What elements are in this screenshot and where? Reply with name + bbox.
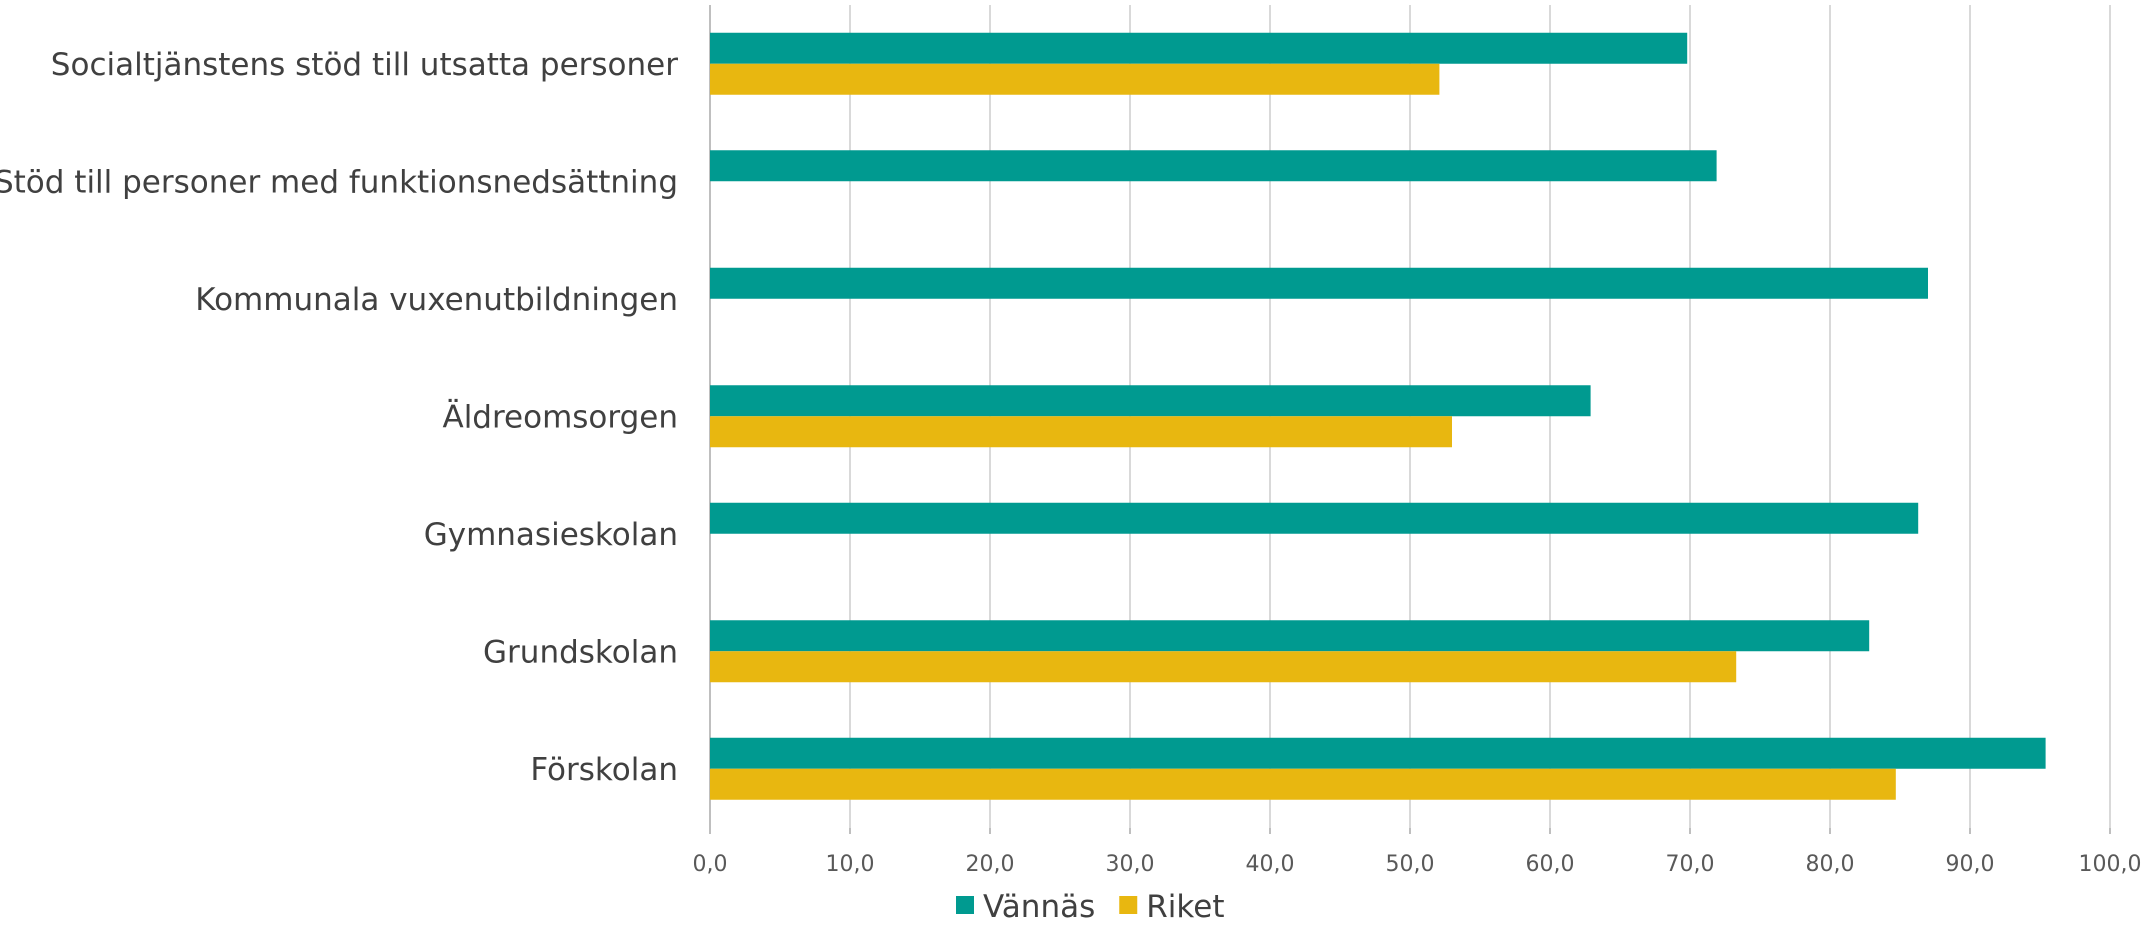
bar-vännäs <box>710 150 1717 182</box>
category-label: Gymnasieskolan <box>424 517 678 553</box>
x-tick-label: 40,0 <box>1246 852 1295 877</box>
bar-riket <box>710 416 1452 448</box>
x-tick-label: 50,0 <box>1386 852 1435 877</box>
x-tick-label: 10,0 <box>826 852 875 877</box>
category-label: Förskolan <box>530 752 678 788</box>
bar-vännäs <box>710 267 1928 299</box>
bar-riket <box>710 63 1440 95</box>
x-tick-label: 90,0 <box>1946 852 1995 877</box>
bars <box>710 32 2046 800</box>
bar-vännäs <box>710 385 1591 417</box>
category-label: Äldreomsorgen <box>442 399 678 435</box>
bar-riket <box>710 768 1896 800</box>
x-tick-label: 30,0 <box>1106 852 1155 877</box>
category-label: Grundskolan <box>483 634 678 670</box>
legend: Vännäs Riket <box>956 889 1224 925</box>
legend-label: Vännäs <box>983 889 1095 925</box>
x-tick-label: 60,0 <box>1526 852 1575 877</box>
bar-vännäs <box>710 737 2046 769</box>
bar-vännäs <box>710 32 1688 64</box>
x-tick-label: 80,0 <box>1806 852 1855 877</box>
bar-riket <box>710 651 1737 683</box>
legend-label: Riket <box>1146 889 1224 925</box>
x-tick-label: 0,0 <box>693 852 728 877</box>
category-label: Socialtjänstens stöd till utsatta person… <box>51 47 678 83</box>
bar-vännäs <box>710 620 1870 652</box>
x-tick-label: 100,0 <box>2079 852 2142 877</box>
category-label: Kommunala vuxenutbildningen <box>195 282 678 318</box>
category-labels: Socialtjänstens stöd till utsatta person… <box>0 47 678 788</box>
x-tick-label: 20,0 <box>966 852 1015 877</box>
legend-swatch <box>956 896 974 914</box>
x-axis-ticks: 0,0 10,0 20,0 30,0 40,0 50,0 60,0 70,0 80,0 90,0 1… <box>693 852 2142 877</box>
x-tick-label: 70,0 <box>1666 852 1715 877</box>
category-label: Stöd till personer med funktionsnedsättn… <box>0 164 678 200</box>
bar-vännäs <box>710 502 1919 534</box>
legend-swatch <box>1119 896 1138 914</box>
